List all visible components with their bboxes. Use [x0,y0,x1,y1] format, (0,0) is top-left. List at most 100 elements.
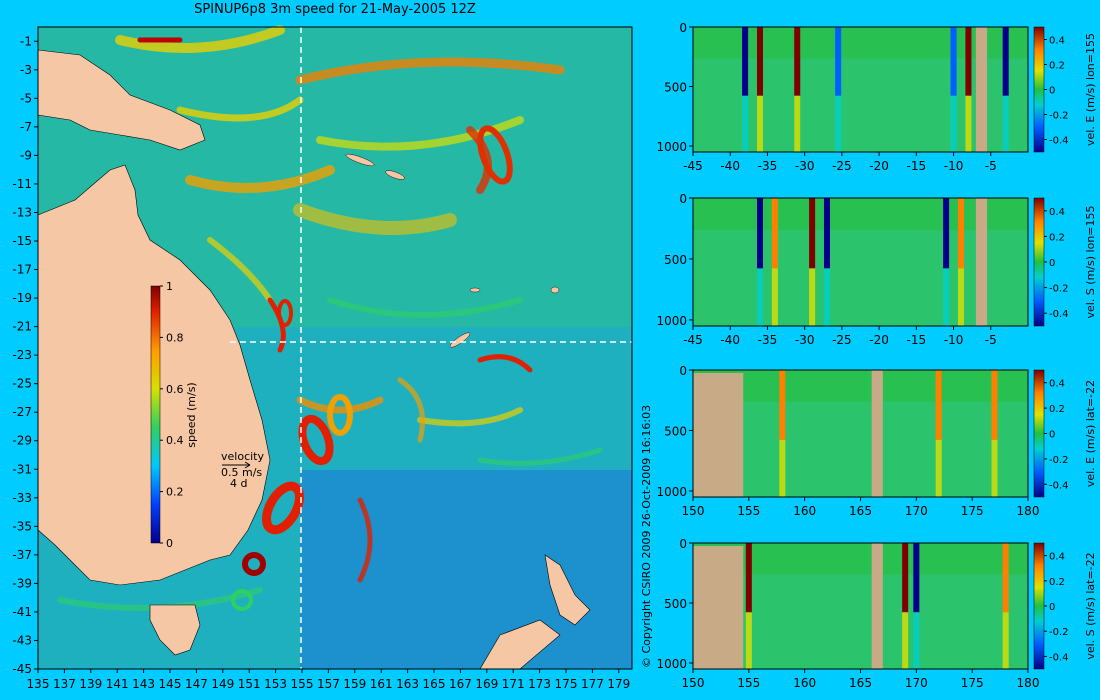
section-y-tick-label: 0 [679,537,687,551]
map-x-tick-label: 135 [27,677,50,691]
section-x-tick-label: -30 [795,333,815,347]
map-y-tick-label: -31 [12,462,32,476]
map-y-tick-label: -1 [20,34,32,48]
section-colorbar [1033,26,1045,153]
section-feature-deep [913,612,920,669]
section-background [693,370,1028,497]
map-x-tick-label: 165 [423,677,446,691]
section-feature [779,370,786,440]
section-colorbar-tick: 0.2 [1049,232,1065,243]
map-y-tick-label: -23 [12,348,32,362]
section-feature [794,27,801,96]
section-colorbar-tick: -0.2 [1049,455,1069,466]
map-y-tick-label: -35 [12,519,32,533]
section-land [975,27,988,152]
section-y-tick-label: 1000 [656,140,687,154]
section-feature-deep [965,95,972,152]
section-feature-deep [742,95,749,152]
section-feature [809,198,816,269]
map-y-tick-label: -13 [12,205,32,219]
section-feature [823,198,831,269]
section-feature-deep [902,612,909,669]
section-feature [1002,27,1009,96]
map-y-tick-label: -33 [12,491,32,505]
new-guinea [37,49,206,151]
section-deep-tone [693,230,1028,326]
section-x-tick-label: 175 [961,504,984,518]
section-feature [935,370,942,440]
map-x-tick-label: 179 [607,677,630,691]
section-land [693,373,744,497]
section-x-tick-label: 170 [905,504,928,518]
colorbar-tick-label: 0 [166,537,173,550]
colorbar-tick-label: 0.6 [166,383,184,396]
section-x-tick-label: -10 [944,333,964,347]
section-colorbar-tick: -0.2 [1049,627,1069,638]
section-feature-deep [771,268,778,326]
section-feature [943,198,950,269]
section-colorbar-tick: -0.4 [1049,136,1069,147]
section-colorbar-tick: 0.4 [1049,552,1065,563]
page-title: SPINUP6p8 3m speed for 21-May-2005 12Z [194,2,476,17]
velocity-legend: velocity 0.5 m/s 4 d [221,450,264,490]
map-x-tick-label: 147 [185,677,208,691]
velocity-legend-title: velocity [221,450,264,463]
section-colorbar-tick: -0.4 [1049,309,1069,320]
new-zealand-south [479,619,561,670]
section-feature [756,27,764,96]
section-x-tick-label: -40 [720,159,740,173]
islands [345,153,560,348]
section-x-tick-label: 165 [849,676,872,690]
section-x-tick-label: 155 [737,676,760,690]
section-colorbar [1033,197,1045,327]
section-x-tick-label: 160 [793,504,816,518]
sea-south-tone [300,470,632,669]
section-colorbar-tick: 0.4 [1049,36,1065,47]
map-x-tick-label: 149 [211,677,234,691]
section-colorbar-tick: -0.4 [1049,652,1069,663]
map-y-tick-label: -37 [12,548,32,562]
section-feature-deep [943,268,950,326]
section-feature [756,198,764,269]
colorbar-tick-label: 0.2 [166,486,184,499]
section-colorbar-tick: 0.2 [1049,61,1065,72]
map-y-tick-label: -25 [12,377,32,391]
section-x-tick-label: -5 [985,333,997,347]
section-x-tick-label: 165 [849,504,872,518]
section-title: vel. S (m/s) lon=155 [1084,205,1097,318]
section-panel: -45 -40 -35 -30 -25 -20 -15 -10 -5 0 500 1000 0.4 0.2… [656,21,1097,173]
section-feature-deep [1002,95,1009,152]
map-x-tick-label: 141 [106,677,129,691]
map-x-tick-label: 155 [291,677,314,691]
section-y-tick-label: 500 [664,253,687,267]
map-x-tick-label: 167 [449,677,472,691]
section-x-tick-label: 180 [1017,676,1040,690]
section-feature [771,198,778,269]
section-frame [692,26,1029,153]
section-feature [745,543,752,613]
map-area [37,25,633,670]
map-y-tick-label: -21 [12,320,32,334]
section-land [693,546,744,669]
cross-sections: -45 -40 -35 -30 -25 -20 -15 -10 -5 0 500 1000 0.4 0.2… [656,21,1097,690]
section-title: vel. E (m/s) lon=155 [1084,33,1097,146]
section-y-tick-label: 0 [679,192,687,206]
section-colorbar [1033,369,1045,498]
section-x-tick-label: -40 [720,333,740,347]
section-x-tick-label: -15 [907,159,927,173]
section-feature [913,543,920,613]
section-y-tick-label: 500 [664,597,687,611]
map-x-tick-label: 143 [132,677,155,691]
section-colorbar-tick: -0.4 [1049,480,1069,491]
section-deep-tone [693,401,1028,497]
map-y-tick-label: -43 [12,633,32,647]
section-x-tick-label: 175 [961,676,984,690]
map-x-tick-label: 139 [79,677,102,691]
map-x-tick-label: 159 [343,677,366,691]
section-x-tick-label: 150 [682,504,705,518]
map-y-tick-label: -19 [12,291,32,305]
copyright-notice: © Copyright CSIRO 2009 26-Oct-2009 16:16… [640,404,653,668]
map-x-tick-label: 175 [555,677,578,691]
section-y-tick-label: 1000 [656,657,687,671]
map-x-tick-label: 145 [159,677,182,691]
